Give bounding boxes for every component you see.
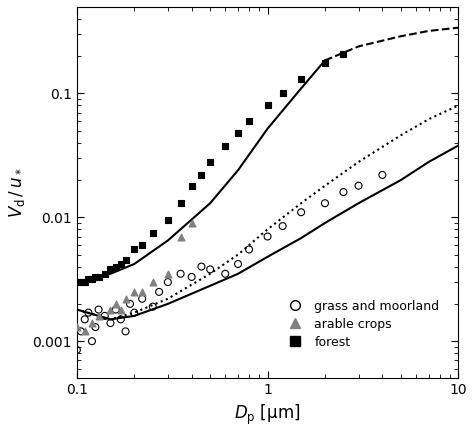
- Point: [88, 319, 96, 326]
- Point: [101, 312, 109, 319]
- Point: [264, 102, 271, 109]
- Point: [77, 279, 85, 286]
- Point: [130, 309, 138, 316]
- Point: [73, 346, 81, 353]
- Point: [81, 328, 89, 335]
- Point: [279, 90, 286, 97]
- Point: [91, 273, 99, 280]
- Y-axis label: $V_\mathrm{d}\,/\,u_*$: $V_\mathrm{d}\,/\,u_*$: [7, 168, 27, 218]
- Point: [340, 50, 347, 57]
- Point: [234, 129, 242, 136]
- Point: [138, 295, 146, 302]
- Point: [112, 306, 119, 313]
- Point: [73, 279, 81, 286]
- Point: [221, 270, 229, 277]
- Point: [122, 328, 129, 335]
- Point: [245, 246, 253, 253]
- Point: [164, 279, 172, 286]
- Point: [149, 229, 156, 236]
- Point: [379, 171, 386, 178]
- Point: [206, 266, 214, 273]
- Point: [95, 312, 102, 319]
- Point: [85, 275, 92, 282]
- Point: [107, 266, 114, 273]
- Point: [95, 306, 102, 313]
- Point: [138, 289, 146, 296]
- X-axis label: $D_\mathrm{p}$ [μm]: $D_\mathrm{p}$ [μm]: [235, 403, 301, 427]
- Point: [95, 273, 102, 280]
- Point: [117, 306, 125, 313]
- Point: [85, 309, 92, 316]
- Point: [177, 233, 184, 240]
- Legend: grass and moorland, arable crops, forest: grass and moorland, arable crops, forest: [278, 295, 444, 354]
- Point: [206, 158, 214, 165]
- Point: [88, 338, 96, 345]
- Point: [107, 306, 114, 313]
- Point: [81, 279, 89, 286]
- Point: [321, 200, 329, 207]
- Point: [297, 209, 305, 216]
- Point: [155, 289, 163, 296]
- Point: [112, 300, 119, 307]
- Point: [149, 303, 156, 310]
- Point: [112, 263, 119, 270]
- Point: [188, 182, 195, 189]
- Point: [279, 223, 286, 230]
- Point: [130, 289, 138, 296]
- Point: [73, 324, 81, 331]
- Point: [77, 328, 85, 335]
- Point: [101, 270, 109, 277]
- Point: [297, 76, 305, 83]
- Point: [198, 171, 205, 178]
- Point: [164, 217, 172, 224]
- Point: [188, 273, 195, 280]
- Point: [107, 319, 114, 326]
- Point: [221, 142, 229, 149]
- Point: [117, 260, 125, 267]
- Point: [164, 270, 172, 277]
- Point: [340, 189, 347, 196]
- Point: [188, 220, 195, 227]
- Point: [177, 270, 184, 277]
- Point: [177, 200, 184, 207]
- Point: [122, 257, 129, 264]
- Point: [130, 246, 138, 253]
- Point: [198, 263, 205, 270]
- Point: [126, 300, 134, 307]
- Point: [321, 60, 329, 67]
- Point: [88, 275, 96, 282]
- Point: [234, 260, 242, 267]
- Point: [117, 316, 125, 323]
- Point: [81, 316, 89, 323]
- Point: [91, 324, 99, 331]
- Point: [122, 295, 129, 302]
- Point: [355, 182, 362, 189]
- Point: [138, 241, 146, 248]
- Point: [149, 279, 156, 286]
- Point: [245, 118, 253, 125]
- Point: [264, 233, 271, 240]
